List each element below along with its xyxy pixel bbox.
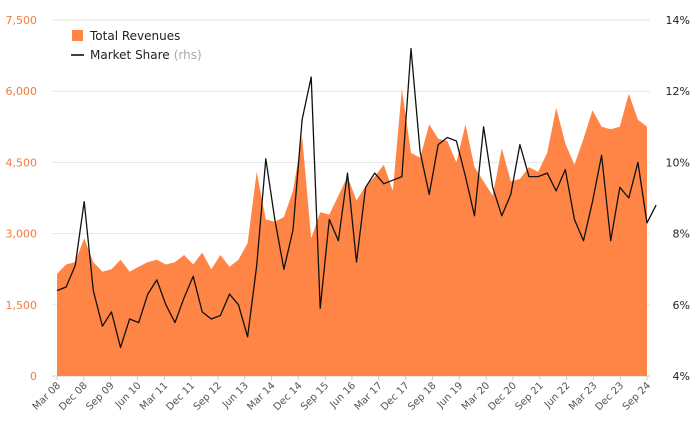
legend: Total Revenues Market Share (rhs) <box>71 29 202 62</box>
legend-label-total-revenues: Total Revenues <box>89 29 180 43</box>
left-axis: 0 1,500 3,000 4,500 6,000 7,500 <box>6 14 38 383</box>
x-tick-label: Dec 11 <box>164 380 197 413</box>
right-tick-label: 4% <box>673 370 690 383</box>
left-tick-label: 4,500 <box>6 156 38 169</box>
right-tick-label: 10% <box>666 156 690 169</box>
x-tick-label: Dec 23 <box>594 380 627 413</box>
left-tick-label: 6,000 <box>6 85 38 98</box>
x-tick-label: Sep 12 <box>192 380 224 412</box>
legend-swatch-total-revenues <box>72 30 83 41</box>
x-tick-label: Sep 09 <box>84 380 116 412</box>
left-tick-label: 3,000 <box>6 228 38 241</box>
legend-note-rhs: (rhs) <box>174 48 202 62</box>
x-tick-label: Dec 08 <box>57 380 90 413</box>
x-tick-label: Sep 24 <box>621 380 653 412</box>
x-tick-label: Mar 20 <box>460 380 492 412</box>
right-tick-label: 14% <box>666 14 690 27</box>
total-revenues-area <box>57 88 647 377</box>
x-tick-label: Sep 21 <box>513 380 545 412</box>
right-tick-label: 8% <box>673 228 690 241</box>
x-tick-label: Dec 20 <box>486 380 519 413</box>
legend-label-market-share: Market Share (rhs) <box>90 48 202 62</box>
x-tick-label: Mar 14 <box>245 380 277 412</box>
left-tick-label: 7,500 <box>6 14 38 27</box>
market-share-line-layer <box>56 47 657 349</box>
right-tick-label: 12% <box>666 85 690 98</box>
right-axis: 4% 6% 8% 10% 12% 14% <box>666 14 690 383</box>
x-tick-label: Dec 17 <box>379 380 412 413</box>
left-tick-label: 1,500 <box>6 299 38 312</box>
x-tick-label: Mar 08 <box>31 380 63 412</box>
x-tick-label: Mar 17 <box>353 380 385 412</box>
x-tick-label: Sep 18 <box>406 380 438 412</box>
left-tick-label: 0 <box>30 370 37 383</box>
x-tick-label: Dec 14 <box>272 380 305 413</box>
x-tick-label: Mar 23 <box>567 380 599 412</box>
right-tick-label: 6% <box>673 299 690 312</box>
x-tick-label: Mar 11 <box>138 380 170 412</box>
revenue-area-layer <box>56 88 648 377</box>
x-tick-label: Sep 15 <box>299 380 331 412</box>
